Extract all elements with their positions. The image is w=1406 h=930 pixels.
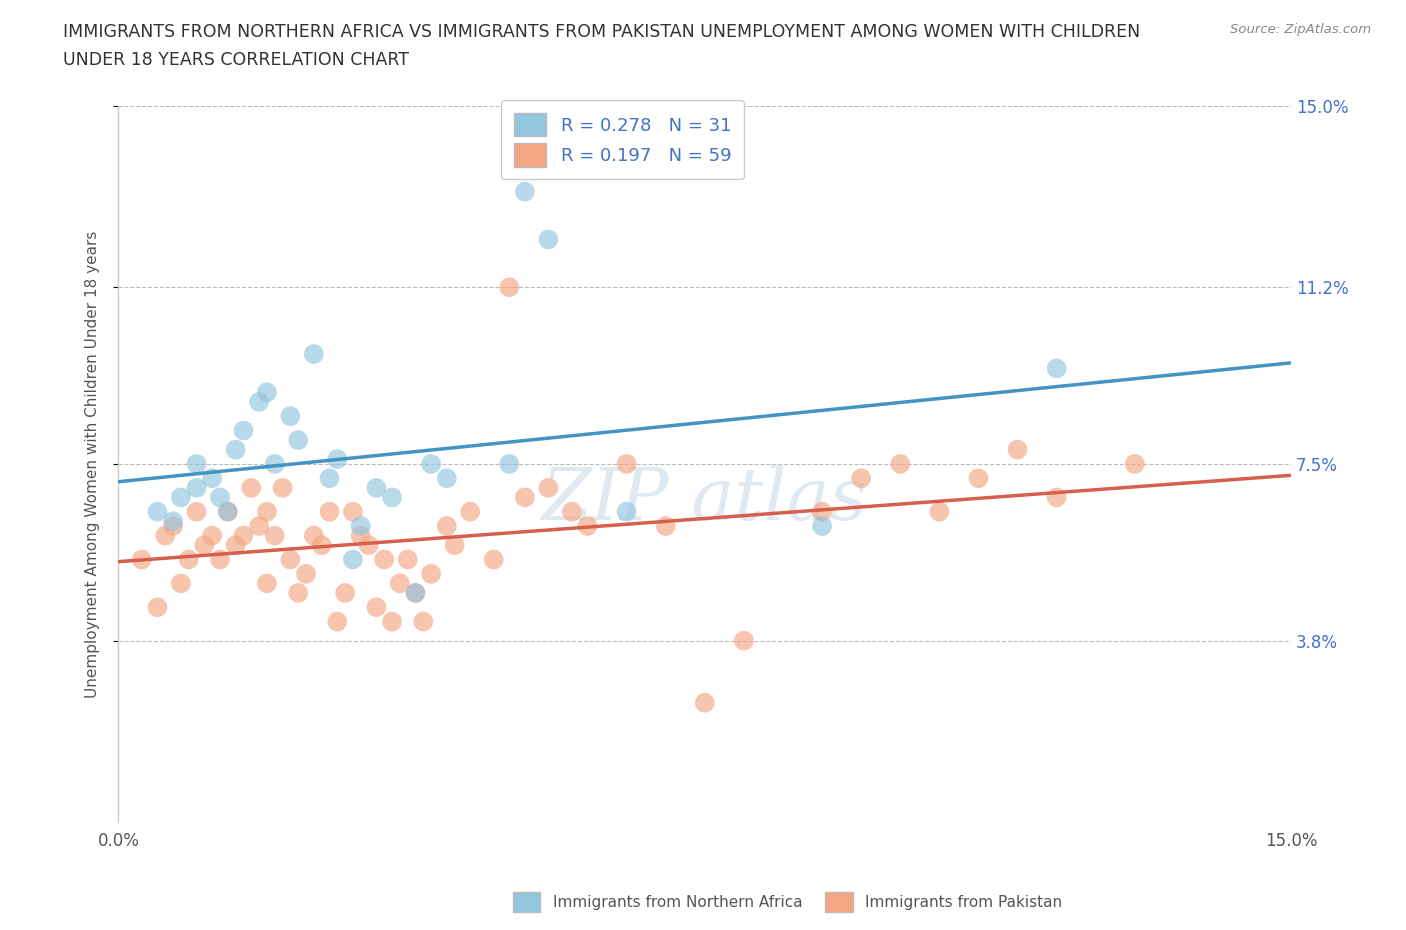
Point [271,481,294,496]
Point [247,394,270,409]
Point [513,184,536,199]
Point [357,538,380,552]
Point [326,452,349,467]
Point [350,519,373,534]
Point [967,471,990,485]
Point [1123,457,1146,472]
Point [162,513,184,528]
Point [247,519,270,534]
Point [513,490,536,505]
Point [1046,490,1069,505]
Point [498,280,520,295]
Point [280,552,302,567]
Point [373,552,395,567]
Point [208,490,231,505]
Point [295,566,318,581]
Point [420,457,443,472]
Point [366,481,388,496]
Point [318,504,340,519]
Point [889,457,911,472]
Point [170,490,193,505]
Point [263,457,285,472]
Point [240,481,263,496]
Point [420,566,443,581]
Point [811,504,834,519]
Point [232,423,254,438]
Point [342,552,364,567]
Point [537,232,560,246]
Point [162,519,184,534]
Point [436,471,458,485]
Point [326,614,349,629]
Point [287,432,309,447]
Point [928,504,950,519]
Point [280,408,302,423]
Point [366,600,388,615]
Point [388,576,411,591]
Point [654,519,676,534]
Point [201,471,224,485]
Point [217,504,239,519]
Point [155,528,177,543]
Point [256,576,278,591]
Point [458,504,481,519]
Point [225,538,247,552]
Point [849,471,872,485]
Point [498,457,520,472]
Point [287,586,309,601]
Y-axis label: Unemployment Among Women with Children Under 18 years: Unemployment Among Women with Children U… [86,231,100,698]
Point [311,538,333,552]
Point [302,528,325,543]
Point [381,490,404,505]
Legend: Immigrants from Northern Africa, Immigrants from Pakistan: Immigrants from Northern Africa, Immigra… [506,886,1069,918]
Text: UNDER 18 YEARS CORRELATION CHART: UNDER 18 YEARS CORRELATION CHART [63,51,409,69]
Text: Source: ZipAtlas.com: Source: ZipAtlas.com [1230,23,1371,36]
Point [616,504,638,519]
Point [381,614,404,629]
Point [396,552,419,567]
Point [333,586,356,601]
Point [405,586,427,601]
Point [131,552,153,567]
Point [146,600,169,615]
Point [263,528,285,543]
Point [443,538,465,552]
Point [693,696,716,711]
Point [482,552,505,567]
Point [342,504,364,519]
Point [186,481,208,496]
Point [436,519,458,534]
Text: ZIP atlas: ZIP atlas [541,464,868,535]
Point [232,528,254,543]
Point [146,504,169,519]
Point [201,528,224,543]
Point [177,552,200,567]
Point [256,385,278,400]
Point [405,586,427,601]
Point [1046,361,1069,376]
Point [350,528,373,543]
Point [186,504,208,519]
Point [733,633,755,648]
Point [217,504,239,519]
Point [193,538,215,552]
Point [256,504,278,519]
Text: IMMIGRANTS FROM NORTHERN AFRICA VS IMMIGRANTS FROM PAKISTAN UNEMPLOYMENT AMONG W: IMMIGRANTS FROM NORTHERN AFRICA VS IMMIG… [63,23,1140,41]
Point [561,504,583,519]
Point [225,442,247,457]
Point [576,519,599,534]
Point [186,457,208,472]
Point [170,576,193,591]
Point [412,614,434,629]
Point [616,457,638,472]
Point [1007,442,1029,457]
Legend: R = 0.278   N = 31, R = 0.197   N = 59: R = 0.278 N = 31, R = 0.197 N = 59 [502,100,744,179]
Point [811,519,834,534]
Point [302,347,325,362]
Point [318,471,340,485]
Point [537,481,560,496]
Point [208,552,231,567]
